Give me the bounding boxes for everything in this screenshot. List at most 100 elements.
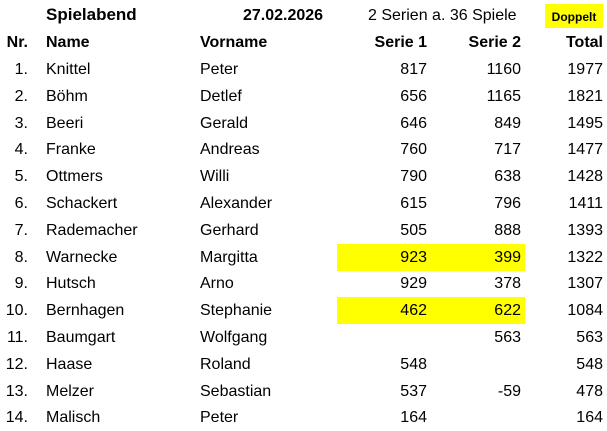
highlight <box>337 297 525 325</box>
table-row: 11. Baumgart Wolfgang 563 563 <box>0 324 607 351</box>
table-row: 4. Franke Andreas 760 717 1477 <box>0 136 607 163</box>
cell-nr: 6. <box>14 195 28 212</box>
cell-serie2: 399 <box>494 248 521 266</box>
header-vorname: Vorname <box>200 34 268 51</box>
table-row: 3. Beeri Gerald 646 849 1495 <box>0 110 607 137</box>
cell-total: 478 <box>576 382 603 400</box>
date: 27.02.2026 <box>243 7 324 24</box>
column-header-row: Nr. Name Vorname Serie 1 Serie 2 Total <box>0 29 607 56</box>
cell-serie2: 1165 <box>486 87 521 105</box>
cell-nr: 11. <box>6 329 28 346</box>
cell-serie1: 817 <box>400 61 427 78</box>
table-row: 7. Rademacher Gerhard 505 888 1393 <box>0 217 607 244</box>
cell-total: 1821 <box>567 87 603 105</box>
cell-name: Melzer <box>46 382 95 400</box>
table-row: 6. Schackert Alexander 615 796 1411 <box>0 190 607 217</box>
cell-vorname: Peter <box>200 409 239 427</box>
cell-name: Haase <box>46 355 93 373</box>
cell-serie1: 923 <box>400 248 427 266</box>
cell-vorname: Detlef <box>200 87 242 105</box>
table-row: 5. Ottmers Willi 790 638 1428 <box>0 163 607 190</box>
cell-serie2: -59 <box>497 382 521 400</box>
cell-name: Beeri <box>46 114 84 132</box>
cell-nr: 8. <box>14 248 28 266</box>
cell-name: Böhm <box>46 87 88 105</box>
table-row: 1. Knittel Peter 817 1160 1977 <box>0 56 607 83</box>
cell-name: Rademacher <box>46 221 138 239</box>
table-row: 12. Haase Roland 548 548 <box>0 351 607 378</box>
header-serie2: Serie 2 <box>468 34 521 51</box>
cell-serie2: 378 <box>494 275 521 293</box>
cell-serie1: 462 <box>400 302 427 320</box>
cell-serie1: 929 <box>400 275 427 293</box>
cell-nr: 13. <box>5 382 28 400</box>
cell-total: 1393 <box>567 221 603 239</box>
cell-serie1: 656 <box>400 87 427 105</box>
cell-total: 1977 <box>567 61 603 78</box>
cell-total: 548 <box>576 355 603 373</box>
cell-serie1: 548 <box>400 355 427 373</box>
cell-serie2: 888 <box>494 221 521 239</box>
header-nr: Nr. <box>6 34 28 51</box>
cell-serie1: 790 <box>400 168 427 186</box>
cell-name: Franke <box>46 141 96 159</box>
header-name: Name <box>46 34 90 51</box>
cell-total: 1084 <box>567 302 603 320</box>
cell-name: Knittel <box>46 61 91 78</box>
cell-vorname: Stephanie <box>200 302 273 320</box>
cell-serie2: 849 <box>494 114 521 132</box>
doppelt-badge: Doppelt <box>545 4 603 28</box>
cell-serie1: 760 <box>400 141 427 159</box>
page-title: Spielabend <box>46 5 137 24</box>
table-row: 14. Malisch Peter 164 164 <box>0 404 607 431</box>
cell-name: Bernhagen <box>46 302 125 320</box>
table-row: 8. Warnecke Margitta 923 399 1322 <box>0 243 607 271</box>
series-info: 2 Serien a. 36 Spiele <box>368 7 517 24</box>
cell-serie1: 164 <box>400 409 427 427</box>
header-total: Total <box>565 34 603 51</box>
cell-name: Baumgart <box>46 329 116 346</box>
table-row: 9. Hutsch Arno 929 378 1307 <box>0 270 607 297</box>
cell-name: Schackert <box>46 195 118 212</box>
cell-name: Ottmers <box>46 168 103 186</box>
cell-vorname: Wolfgang <box>200 329 268 346</box>
cell-nr: 7. <box>14 221 28 239</box>
cell-total: 164 <box>576 409 603 427</box>
cell-serie1: 537 <box>400 382 427 400</box>
table-row: 10. Bernhagen Stephanie 462 622 1084 <box>0 297 607 325</box>
table-row: 13. Melzer Sebastian 537 -59 478 <box>0 378 607 405</box>
cell-vorname: Arno <box>200 275 234 293</box>
cell-vorname: Roland <box>200 355 251 373</box>
cell-nr: 5. <box>14 168 28 186</box>
cell-total: 1307 <box>567 275 603 293</box>
cell-serie2: 563 <box>494 329 521 346</box>
cell-serie2: 638 <box>494 168 521 186</box>
cell-vorname: Andreas <box>200 141 260 159</box>
cell-nr: 12. <box>5 355 28 373</box>
cell-vorname: Peter <box>200 61 239 78</box>
cell-serie1: 646 <box>400 114 427 132</box>
cell-total: 1477 <box>567 141 603 159</box>
cell-vorname: Margitta <box>200 248 258 266</box>
cell-nr: 1. <box>14 61 28 78</box>
cell-name: Hutsch <box>46 275 96 293</box>
cell-vorname: Gerald <box>200 114 249 132</box>
cell-nr: 2. <box>14 87 28 105</box>
cell-serie2: 796 <box>494 195 521 212</box>
cell-nr: 3. <box>14 114 28 132</box>
cell-total: 1411 <box>568 195 603 212</box>
cell-vorname: Alexander <box>200 195 273 212</box>
cell-name: Malisch <box>46 409 101 427</box>
cell-total: 1428 <box>567 168 603 186</box>
cell-name: Warnecke <box>46 248 118 266</box>
cell-serie2: 1160 <box>486 61 521 78</box>
cell-serie2: 717 <box>494 141 521 159</box>
cell-vorname: Sebastian <box>200 382 272 400</box>
table-row: 2. Böhm Detlef 656 1165 1821 <box>0 83 607 110</box>
cell-nr: 10. <box>5 302 28 320</box>
cell-total: 1322 <box>567 248 603 266</box>
cell-nr: 9. <box>14 275 28 293</box>
cell-nr: 14. <box>5 409 28 427</box>
cell-serie1: 505 <box>400 221 427 239</box>
highlight <box>337 243 525 271</box>
